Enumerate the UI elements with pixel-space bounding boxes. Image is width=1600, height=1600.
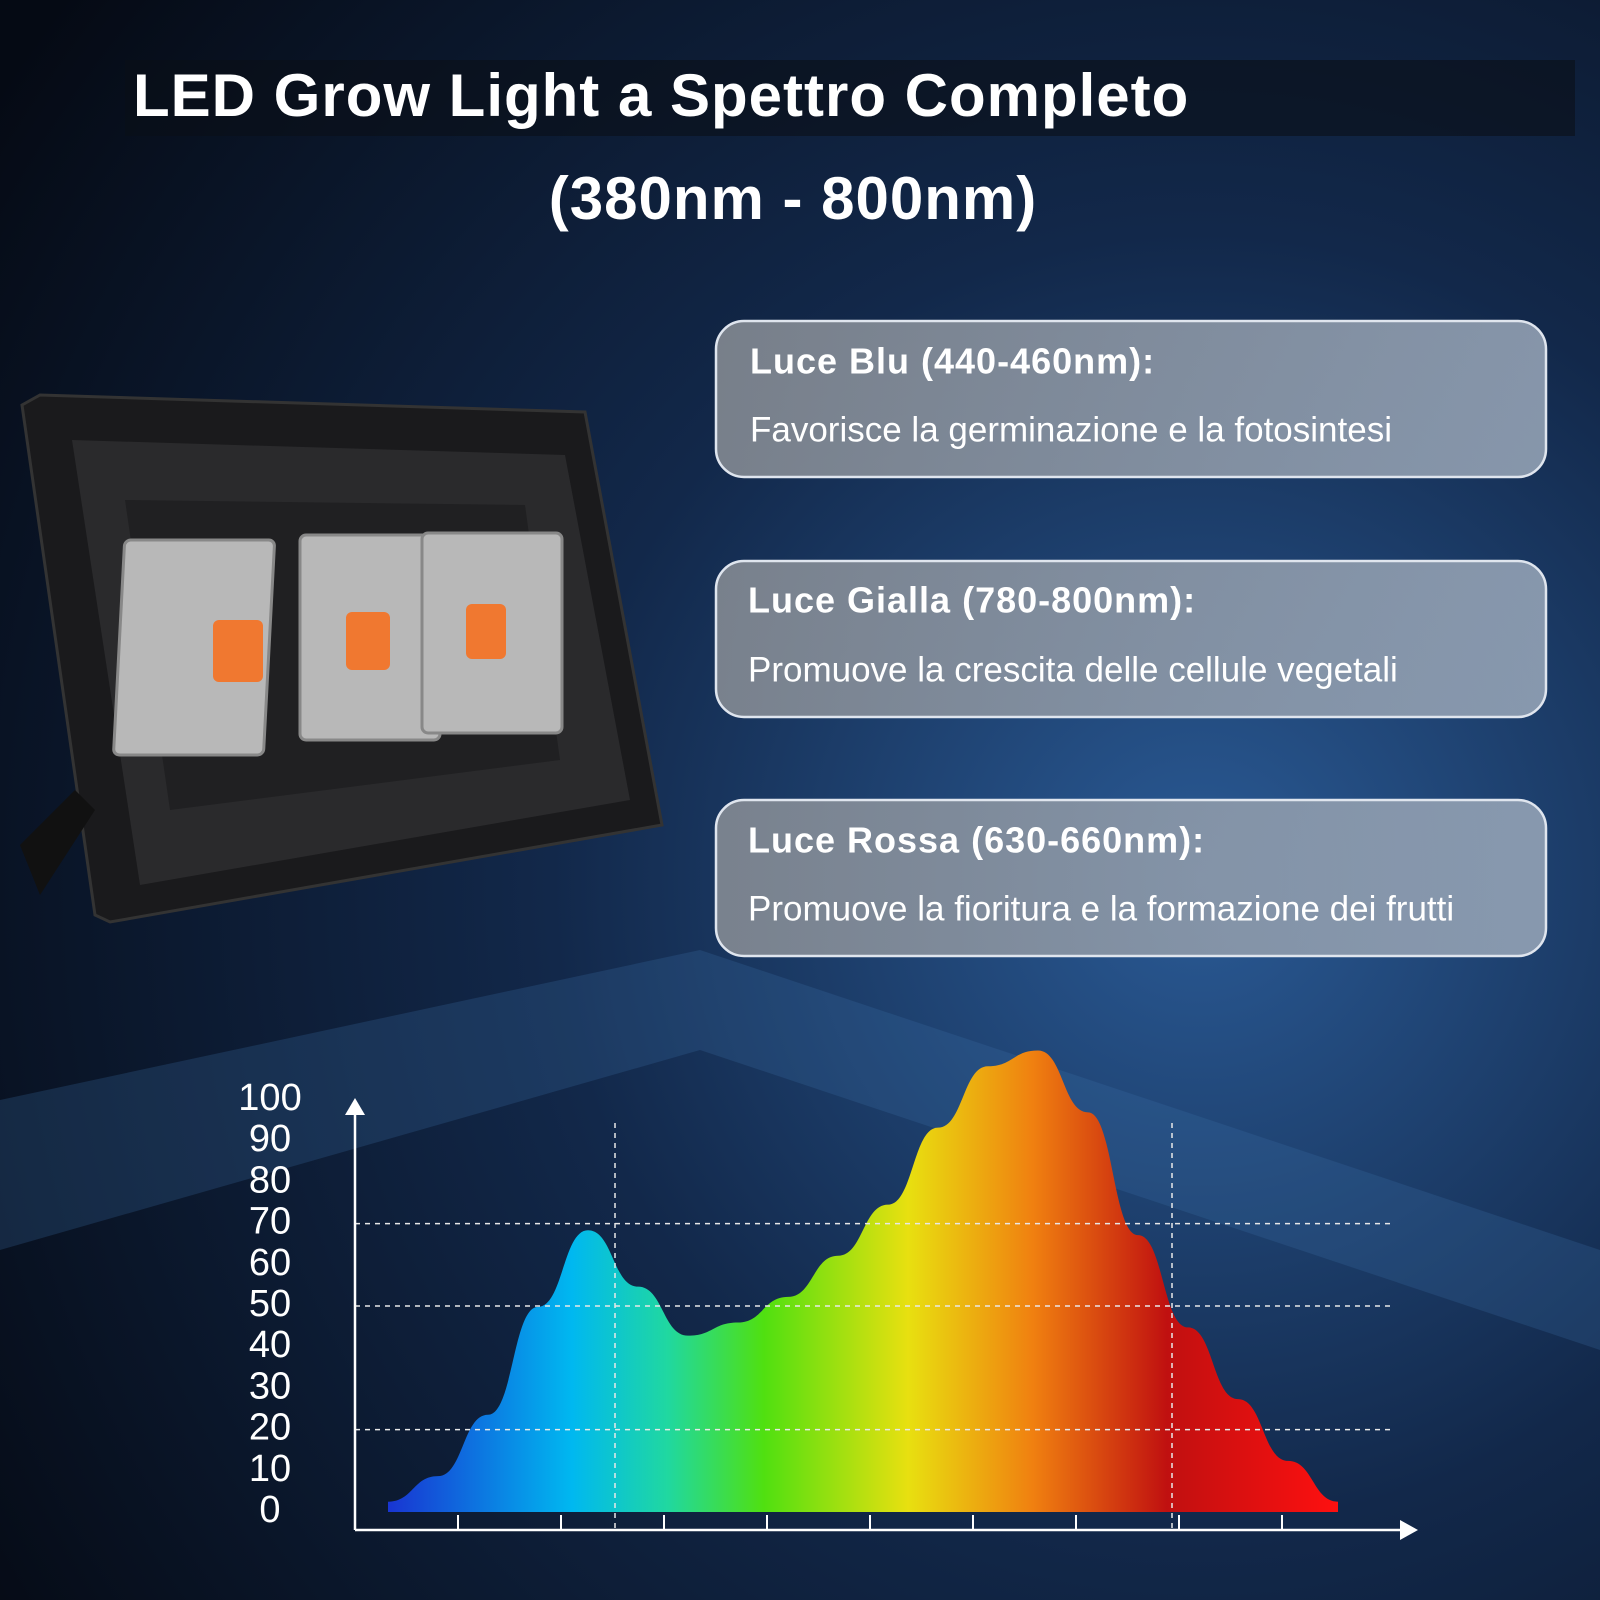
y-tick-label: 30 <box>249 1365 291 1407</box>
card-title: Luce Blu (440-460nm): <box>750 341 1155 382</box>
y-tick-label: 0 <box>259 1489 280 1531</box>
card <box>714 559 1548 719</box>
y-tick-label: 40 <box>249 1324 291 1366</box>
card-text: Promuove la crescita delle cellule veget… <box>748 650 1398 689</box>
light-streak <box>0 950 1600 1350</box>
card-title: Luce Gialla (780-800nm): <box>748 580 1196 621</box>
spectrum-chart <box>355 1050 1390 1530</box>
spectrum-area <box>388 1050 1338 1512</box>
card-title: Luce Rossa (630-660nm): <box>748 820 1205 861</box>
y-tick-label: 80 <box>249 1159 291 1201</box>
card-text: Promuove la fioritura e la formazione de… <box>748 889 1454 928</box>
y-tick-label: 100 <box>238 1077 301 1119</box>
card <box>714 798 1548 958</box>
card <box>714 319 1548 479</box>
y-tick-label: 50 <box>249 1283 291 1325</box>
info-cards: Luce Blu (440-460nm): Favorisce la germi… <box>714 319 1548 958</box>
axes <box>345 1098 1418 1540</box>
lamp <box>20 393 664 924</box>
vertical-guides <box>614 1123 1173 1530</box>
title: LED Grow Light a Spettro Completo <box>133 62 1189 129</box>
y-tick-label: 20 <box>249 1407 291 1449</box>
y-tick-label: 90 <box>249 1118 291 1160</box>
title-band <box>125 60 1575 136</box>
subtitle: (380nm - 800nm) <box>549 165 1038 232</box>
card-text: Favorisce la germinazione e la fotosinte… <box>750 410 1392 449</box>
y-tick-label: 10 <box>249 1448 291 1490</box>
y-tick-label: 70 <box>249 1201 291 1243</box>
y-tick-label: 60 <box>249 1242 291 1284</box>
